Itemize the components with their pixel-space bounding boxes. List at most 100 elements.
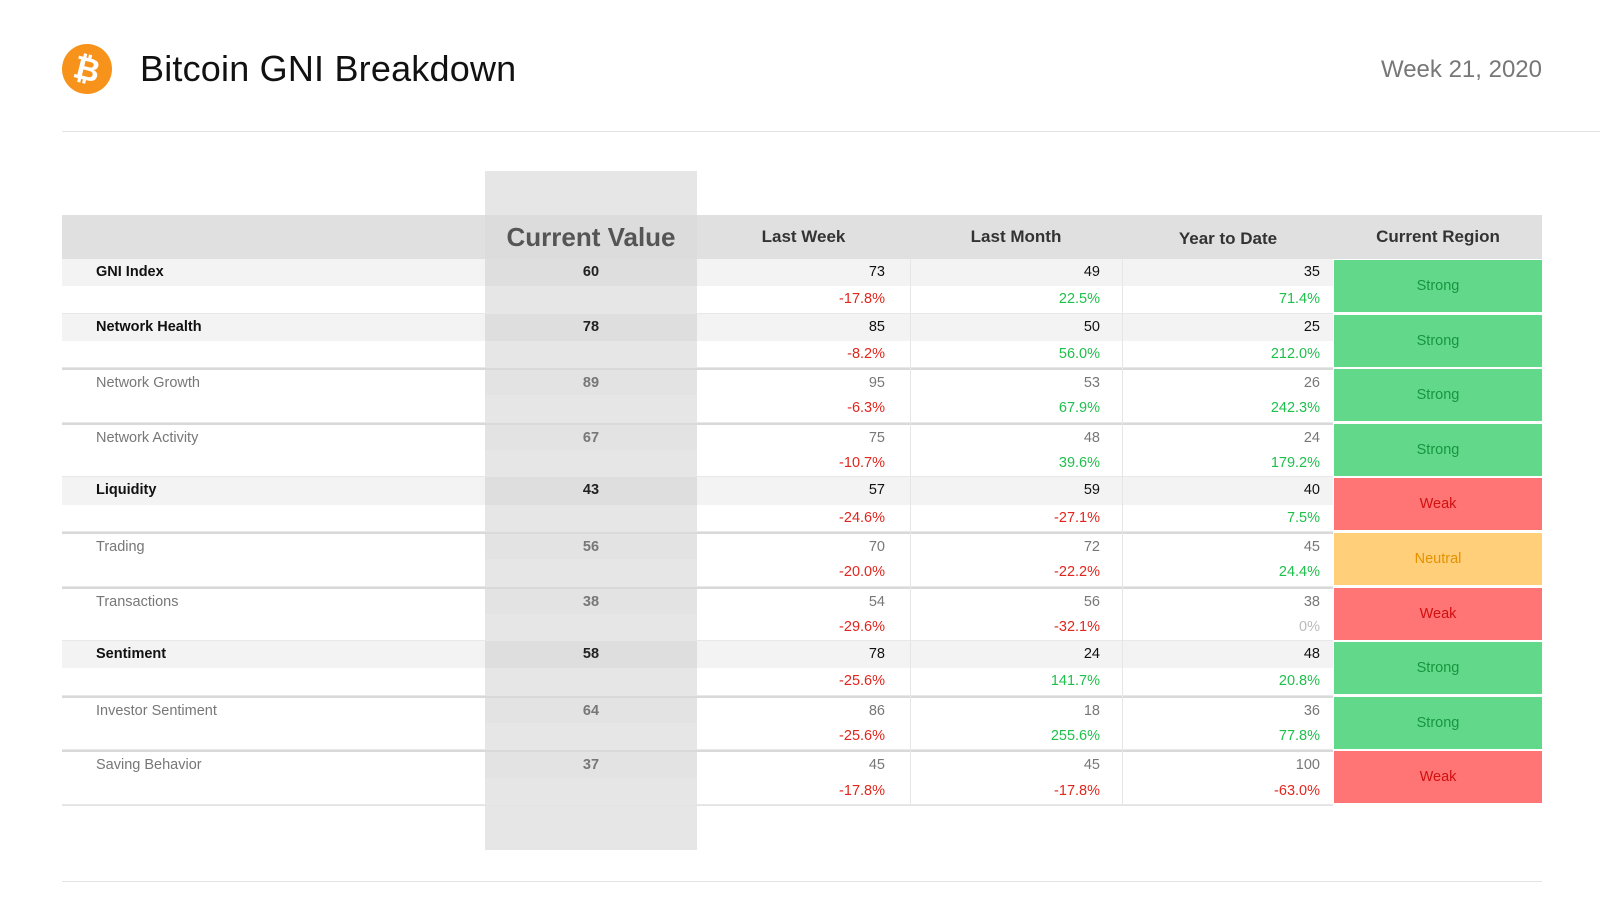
last-week-change: -8.2% xyxy=(847,345,885,362)
last-month-value: 50 xyxy=(1083,318,1100,335)
ytd-change: 212.0% xyxy=(1270,345,1320,362)
gni-breakdown-table: Current Value Last Week Last Month Year … xyxy=(62,215,1542,805)
last-week-change: -17.8% xyxy=(839,291,885,308)
region-badge: Strong xyxy=(1334,423,1542,476)
col-header-current-region[interactable]: Current Region xyxy=(1376,227,1500,246)
value-row: Transactions 38 54 56 38 xyxy=(62,586,1333,616)
current-value-cell: 43 xyxy=(485,477,697,505)
last-week-value: 45 xyxy=(868,757,885,774)
value-row: Network Activity 67 75 48 24 xyxy=(62,422,1333,453)
col-header-year-to-date[interactable]: Year to Date xyxy=(1178,229,1278,248)
header-divider xyxy=(62,131,1600,132)
ytd-value: 25 xyxy=(1303,318,1320,335)
current-value-cell: 60 xyxy=(485,259,697,287)
table-row[interactable]: Sentiment 58 78 24 48 -25.6% 141.7% 20.8% Strong xyxy=(62,641,1542,696)
current-value-blank xyxy=(485,613,697,642)
last-week-value: 75 xyxy=(868,429,885,446)
table-row[interactable]: Liquidity 43 57 59 40 -24.6% -27.1% 7.5% Weak xyxy=(62,477,1542,532)
ytd-change: 20.8% xyxy=(1278,673,1320,690)
column-separator xyxy=(910,477,911,532)
last-week-change: -10.7% xyxy=(839,455,885,472)
current-value-blank xyxy=(485,504,697,532)
current-value-cell: 56 xyxy=(485,533,697,562)
change-row: -20.0% -22.2% 24.4% xyxy=(62,559,1333,587)
column-separator xyxy=(1122,641,1123,696)
change-row: -17.8% 22.5% 71.4% xyxy=(62,286,1333,314)
last-week-value: 78 xyxy=(868,646,885,663)
page-header: ₿ Bitcoin GNI Breakdown Week 21, 2020 xyxy=(56,38,1542,100)
table-row[interactable]: Investor Sentiment 64 86 18 36 -25.6% 255.6% 77… xyxy=(62,695,1542,751)
current-value-blank xyxy=(485,286,697,314)
column-separator xyxy=(1122,368,1123,423)
last-month-change: 255.6% xyxy=(1050,728,1100,745)
last-week-change: -25.6% xyxy=(839,728,885,745)
column-separator xyxy=(1122,586,1123,642)
ytd-value: 36 xyxy=(1303,702,1320,719)
last-month-change: 39.6% xyxy=(1058,455,1100,472)
ytd-value: 35 xyxy=(1303,264,1320,280)
change-row: -6.3% 67.9% 242.3% xyxy=(62,395,1333,423)
ytd-value: 45 xyxy=(1303,538,1320,555)
column-separator xyxy=(1122,750,1123,805)
column-separator xyxy=(910,422,911,478)
region-badge: Strong xyxy=(1334,314,1542,367)
row-label: Transactions xyxy=(96,593,179,610)
ytd-value: 40 xyxy=(1303,482,1320,499)
last-week-value: 57 xyxy=(868,482,885,499)
change-row: -25.6% 255.6% 77.8% xyxy=(62,723,1333,751)
last-month-value: 72 xyxy=(1083,538,1100,555)
change-row: -25.6% 141.7% 20.8% xyxy=(62,668,1333,696)
bitcoin-logo-icon: ₿ xyxy=(56,38,118,100)
table-row[interactable]: Network Activity 67 75 48 24 -10.7% 39.6% 179.2… xyxy=(62,422,1542,478)
current-value-blank xyxy=(485,395,697,423)
last-week-change: -25.6% xyxy=(839,673,885,690)
last-month-change: 67.9% xyxy=(1058,400,1100,417)
column-separator xyxy=(910,586,911,642)
last-week-change: -17.8% xyxy=(839,782,885,799)
column-separator xyxy=(910,531,911,587)
table-row[interactable]: Trading 56 70 72 45 -20.0% -22.2% 24.4% Neutral xyxy=(62,531,1542,587)
change-row: -29.6% -32.1% 0% xyxy=(62,613,1333,642)
row-label: Network Health xyxy=(96,318,202,335)
table-row[interactable]: Network Health 78 85 50 25 -8.2% 56.0% 212.0% St… xyxy=(62,313,1542,369)
value-row: Investor Sentiment 64 86 18 36 xyxy=(62,695,1333,726)
table-row[interactable]: GNI Index 60 73 49 35 -17.8% 22.5% 71.4% Strong xyxy=(62,259,1542,314)
column-separator xyxy=(1122,422,1123,478)
region-badge: Strong xyxy=(1334,696,1542,749)
last-month-change: 56.0% xyxy=(1058,345,1100,362)
current-value-cell: 38 xyxy=(485,588,697,616)
col-header-last-week[interactable]: Last Week xyxy=(761,227,846,246)
last-month-value: 45 xyxy=(1083,757,1100,774)
row-label: Saving Behavior xyxy=(96,757,202,774)
table-bottom-border xyxy=(62,805,1333,806)
column-separator xyxy=(1122,259,1123,314)
ytd-change: 71.4% xyxy=(1278,291,1320,308)
col-header-current-value[interactable]: Current Value xyxy=(485,215,697,259)
current-value-blank xyxy=(485,777,697,805)
last-week-value: 85 xyxy=(868,318,885,335)
row-label: Network Growth xyxy=(96,375,200,392)
column-separator xyxy=(1122,695,1123,751)
last-month-value: 56 xyxy=(1083,593,1100,610)
col-header-last-month[interactable]: Last Month xyxy=(970,227,1062,246)
ytd-change: 242.3% xyxy=(1270,400,1320,417)
change-row: -8.2% 56.0% 212.0% xyxy=(62,340,1333,369)
table-row[interactable]: Transactions 38 54 56 38 -29.6% -32.1% 0% Weak xyxy=(62,586,1542,642)
last-month-value: 24 xyxy=(1083,646,1100,663)
column-separator xyxy=(1122,477,1123,532)
value-row: Trading 56 70 72 45 xyxy=(62,531,1333,562)
table-row[interactable]: Saving Behavior 37 45 45 100 -17.8% -17.8% -63.… xyxy=(62,750,1542,805)
column-separator xyxy=(910,313,911,369)
current-value-cell: 67 xyxy=(485,424,697,453)
row-label: Trading xyxy=(96,538,145,555)
col-header-name xyxy=(62,215,485,259)
last-week-value: 86 xyxy=(868,702,885,719)
table-row[interactable]: Network Growth 89 95 53 26 -6.3% 67.9% 242.3% St… xyxy=(62,368,1542,423)
last-week-change: -6.3% xyxy=(847,400,885,417)
column-separator xyxy=(1122,531,1123,587)
value-row: Sentiment 58 78 24 48 xyxy=(62,641,1333,669)
ytd-value: 38 xyxy=(1303,593,1320,610)
last-week-value: 70 xyxy=(868,538,885,555)
region-badge: Strong xyxy=(1334,260,1542,312)
current-value-blank xyxy=(485,340,697,369)
